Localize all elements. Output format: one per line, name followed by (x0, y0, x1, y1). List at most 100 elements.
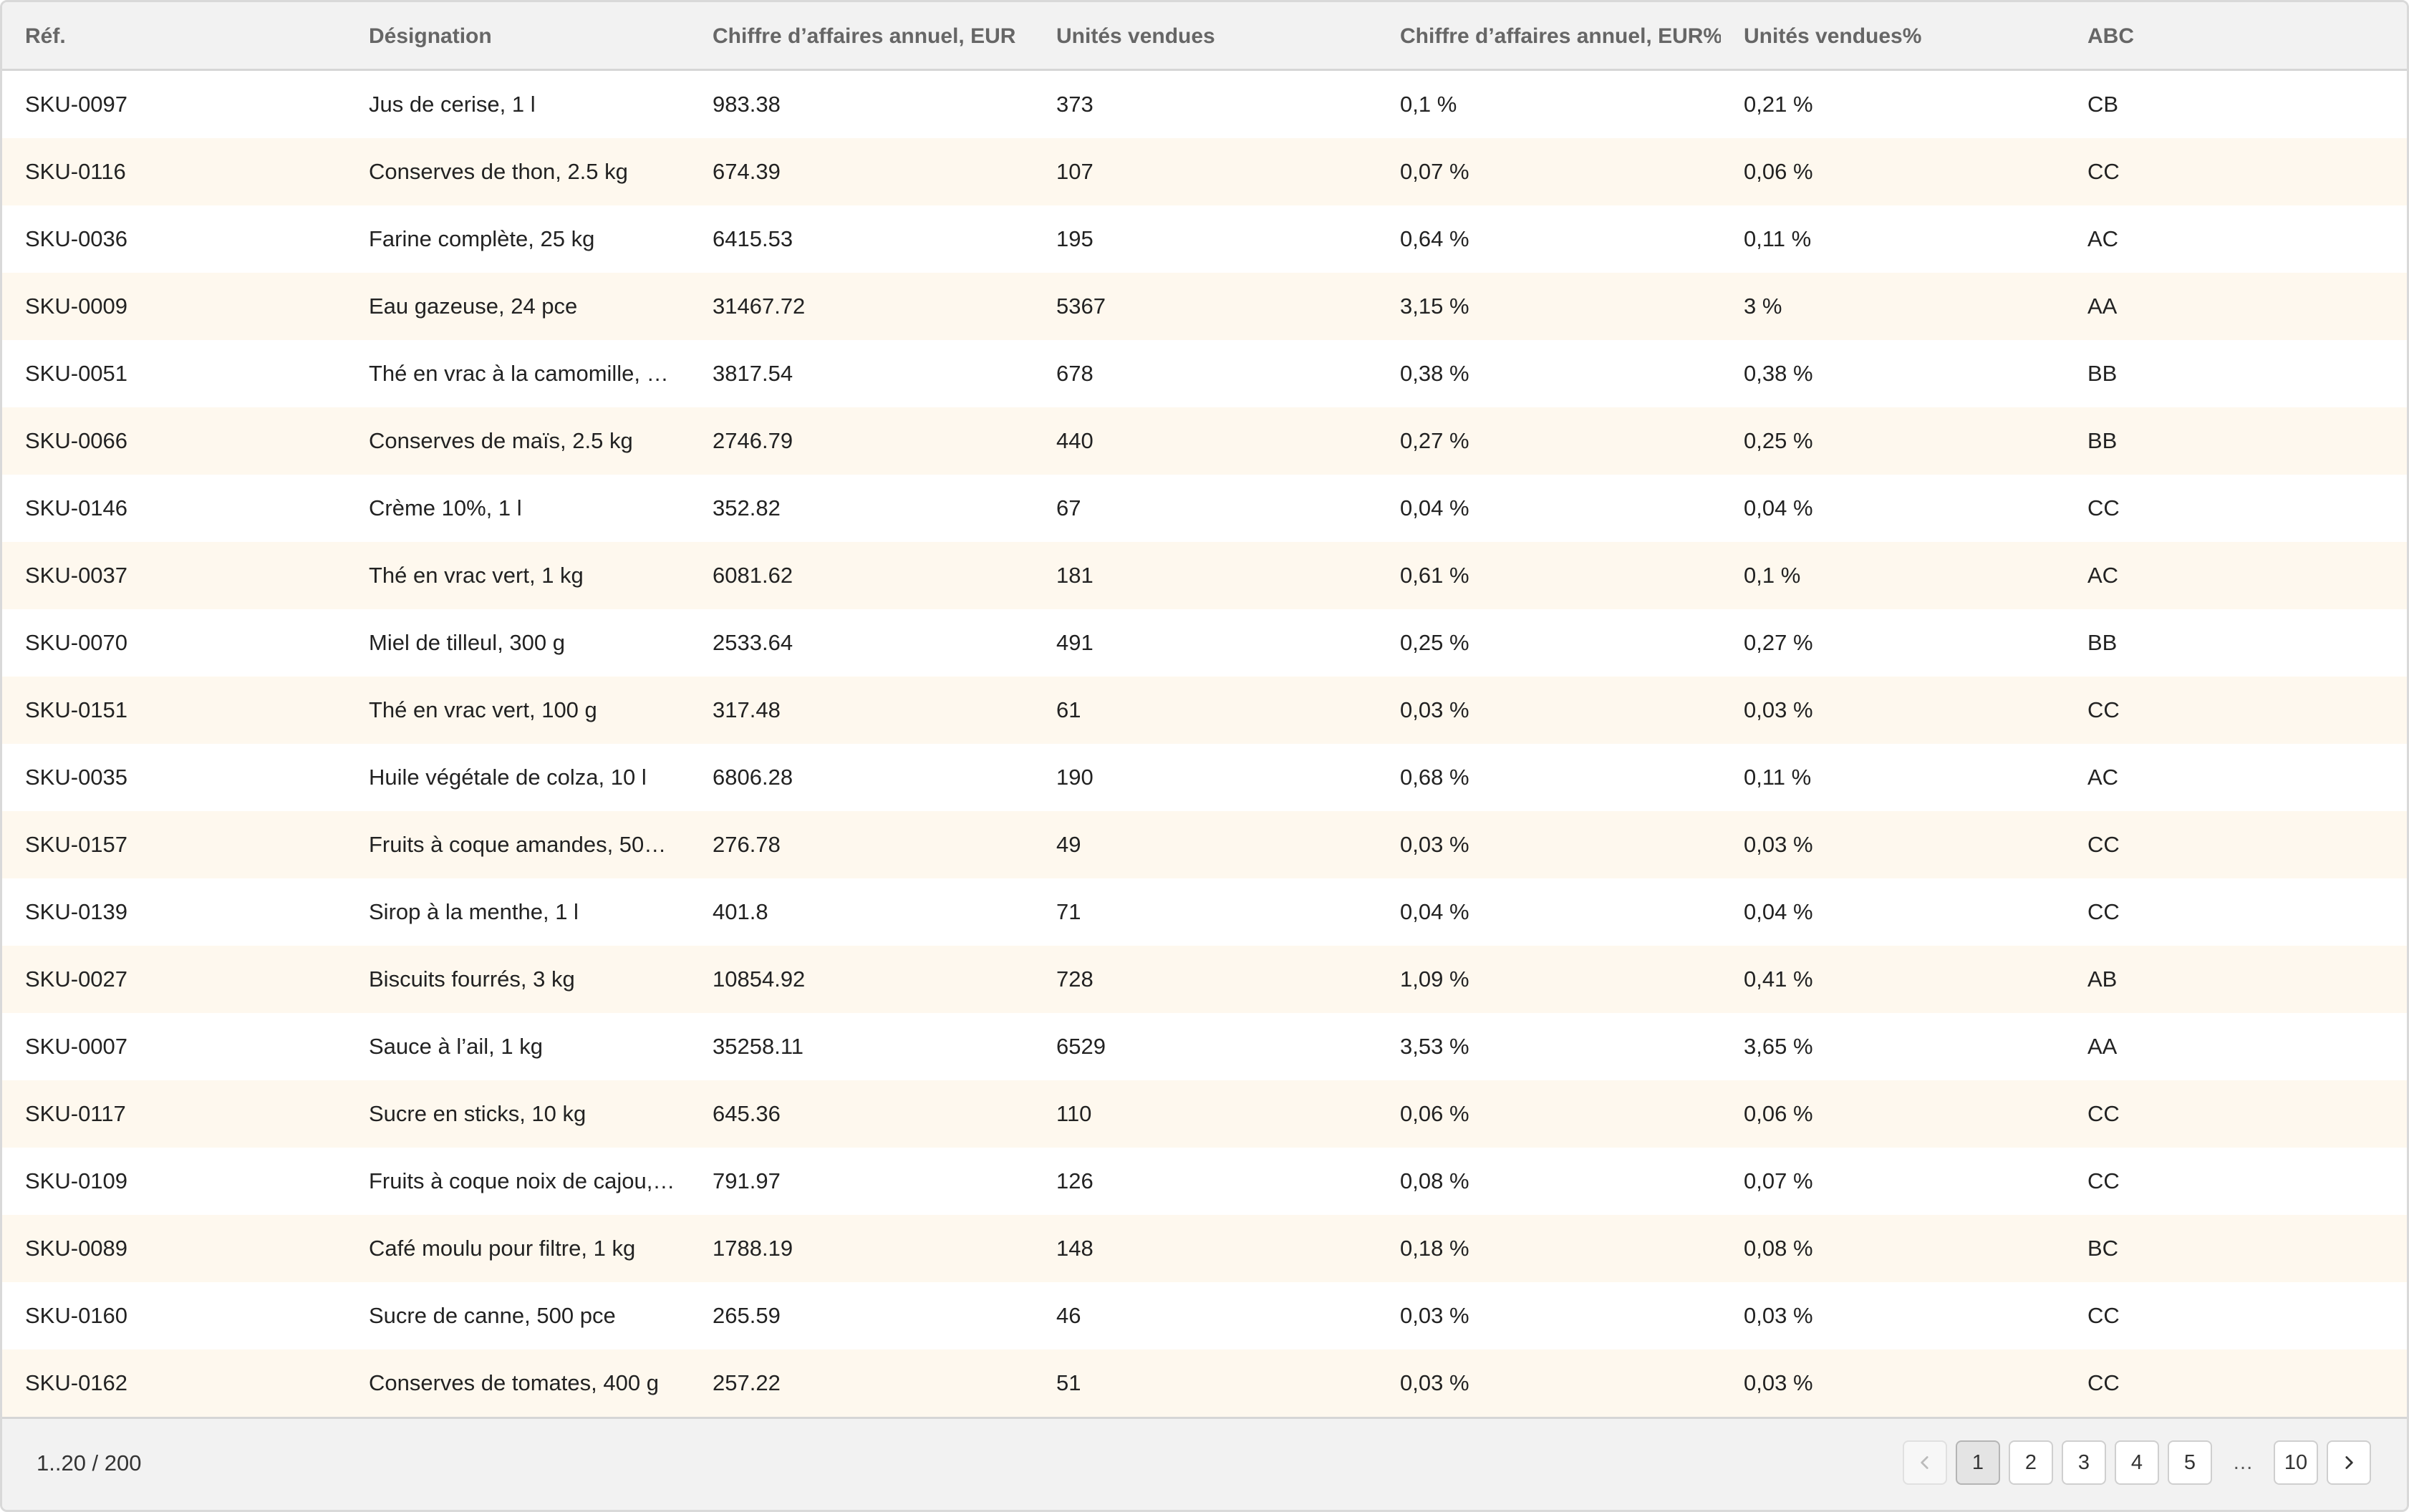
cell-abc: CC (2087, 697, 2120, 722)
table-row[interactable]: SKU-0035 Huile végétale de colza, 10 l 680… (2, 744, 2407, 811)
cell-ref: SKU-0097 (25, 92, 128, 117)
previous-page-button[interactable] (1903, 1440, 1947, 1485)
page-button-2[interactable]: 2 (2009, 1440, 2053, 1485)
page-button-4[interactable]: 4 (2115, 1440, 2159, 1485)
table-row[interactable]: SKU-0009 Eau gazeuse, 24 pce 31467.72 5367 3… (2, 273, 2407, 340)
cell-revenue-percent: 0,27 % (1400, 428, 1469, 453)
cell-designation: Sucre de canne, 500 pce (369, 1303, 616, 1328)
column-header-revenue-percent[interactable]: Chiffre d’affaires annuel, EUR% (1400, 24, 1721, 48)
cell-annual-revenue: 3817.54 (713, 361, 793, 386)
table-row[interactable]: SKU-0089 Café moulu pour filtre, 1 kg 1788… (2, 1215, 2407, 1282)
cell-revenue-percent: 0,03 % (1400, 1370, 1469, 1395)
column-header-units-sold[interactable]: Unités vendues (1056, 24, 1215, 48)
page-button-10[interactable]: 10 (2274, 1440, 2318, 1485)
cell-annual-revenue: 674.39 (713, 159, 781, 184)
cell-units-percent: 3 % (1744, 294, 1782, 319)
cell-designation: Conserves de maïs, 2.5 kg (369, 428, 633, 453)
table-row[interactable]: SKU-0162 Conserves de tomates, 400 g 257.2… (2, 1349, 2407, 1417)
cell-units-percent: 0,03 % (1744, 1303, 1813, 1328)
cell-designation: Eau gazeuse, 24 pce (369, 294, 578, 319)
cell-ref: SKU-0117 (25, 1101, 126, 1126)
cell-units-sold: 110 (1056, 1101, 1092, 1126)
table-row[interactable]: SKU-0070 Miel de tilleul, 300 g 2533.64 491… (2, 609, 2407, 677)
column-header-units-percent[interactable]: Unités vendues% (1744, 24, 1922, 48)
cell-revenue-percent: 0,03 % (1400, 697, 1469, 722)
cell-ref: SKU-0160 (25, 1303, 128, 1328)
table-row[interactable]: SKU-0160 Sucre de canne, 500 pce 265.59 46 0… (2, 1282, 2407, 1349)
cell-designation: Fruits à coque noix de cajou,… (369, 1168, 675, 1193)
cell-revenue-percent: 0,1 % (1400, 92, 1457, 117)
cell-units-percent: 0,06 % (1744, 1101, 1813, 1126)
page-button-3[interactable]: 3 (2062, 1440, 2106, 1485)
cell-annual-revenue: 31467.72 (713, 294, 806, 319)
cell-units-sold: 190 (1056, 765, 1094, 790)
cell-units-sold: 126 (1056, 1168, 1094, 1193)
cell-abc: CC (2087, 159, 2120, 184)
table-row[interactable]: SKU-0157 Fruits à coque amandes, 50… 276.7… (2, 811, 2407, 878)
pagination-range: 1..20 / 200 (37, 1450, 142, 1475)
cell-annual-revenue: 2746.79 (713, 428, 793, 453)
next-page-button[interactable] (2327, 1440, 2371, 1485)
table-row[interactable]: SKU-0007 Sauce à l’ail, 1 kg 35258.11 6529 3… (2, 1013, 2407, 1080)
cell-ref: SKU-0162 (25, 1370, 128, 1395)
cell-ref: SKU-0139 (25, 899, 128, 924)
cell-units-sold: 440 (1056, 428, 1094, 453)
cell-designation: Sauce à l’ail, 1 kg (369, 1034, 543, 1059)
cell-ref: SKU-0051 (25, 361, 128, 386)
cell-designation: Crème 10%, 1 l (369, 495, 522, 520)
table-row[interactable]: SKU-0066 Conserves de maïs, 2.5 kg 2746.79… (2, 407, 2407, 475)
cell-abc: CC (2087, 1168, 2120, 1193)
cell-units-percent: 3,65 % (1744, 1034, 1813, 1059)
cell-units-sold: 5367 (1056, 294, 1106, 319)
table-row[interactable]: SKU-0151 Thé en vrac vert, 100 g 317.48 61 0… (2, 677, 2407, 744)
cell-abc: CC (2087, 1101, 2120, 1126)
cell-annual-revenue: 1788.19 (713, 1236, 793, 1261)
column-header-designation[interactable]: Désignation (369, 24, 492, 48)
cell-annual-revenue: 352.82 (713, 495, 781, 520)
cell-units-percent: 0,27 % (1744, 630, 1813, 655)
table-row[interactable]: SKU-0037 Thé en vrac vert, 1 kg 6081.62 181… (2, 542, 2407, 609)
cell-abc: AA (2087, 294, 2118, 319)
cell-designation: Fruits à coque amandes, 50… (369, 832, 667, 857)
table-row[interactable]: SKU-0097 Jus de cerise, 1 l 983.38 373 0,1 %… (2, 71, 2407, 138)
cell-designation: Huile végétale de colza, 10 l (369, 765, 647, 790)
cell-annual-revenue: 6415.53 (713, 226, 793, 251)
table-row[interactable]: SKU-0139 Sirop à la menthe, 1 l 401.8 71 0,0… (2, 878, 2407, 946)
column-header-ref[interactable]: Réf. (25, 24, 66, 48)
chevron-left-icon (1921, 1456, 1928, 1469)
column-header-annual-revenue[interactable]: Chiffre d’affaires annuel, EUR (713, 24, 1016, 48)
table-row[interactable]: SKU-0109 Fruits à coque noix de cajou,… 79… (2, 1148, 2407, 1215)
cell-designation: Jus de cerise, 1 l (369, 92, 536, 117)
cell-units-sold: 491 (1056, 630, 1094, 655)
table-row[interactable]: SKU-0116 Conserves de thon, 2.5 kg 674.39 1… (2, 138, 2407, 205)
cell-designation: Biscuits fourrés, 3 kg (369, 966, 575, 992)
cell-annual-revenue: 6081.62 (713, 563, 793, 588)
cell-ref: SKU-0089 (25, 1236, 128, 1261)
cell-units-percent: 0,06 % (1744, 159, 1813, 184)
cell-abc: BB (2087, 428, 2118, 453)
cell-revenue-percent: 0,38 % (1400, 361, 1469, 386)
table-row[interactable]: SKU-0051 Thé en vrac à la camomille, … 381… (2, 340, 2407, 407)
cell-revenue-percent: 0,64 % (1400, 226, 1469, 251)
cell-units-sold: 148 (1056, 1236, 1094, 1261)
cell-revenue-percent: 0,03 % (1400, 1303, 1469, 1328)
cell-units-sold: 51 (1056, 1370, 1081, 1395)
page-button-1[interactable]: 1 (1956, 1440, 2000, 1485)
cell-units-sold: 61 (1056, 697, 1081, 722)
cell-abc: AA (2087, 1034, 2118, 1059)
column-header-abc[interactable]: ABC (2087, 24, 2134, 48)
cell-designation: Miel de tilleul, 300 g (369, 630, 565, 655)
cell-ref: SKU-0007 (25, 1034, 128, 1059)
table-body: SKU-0097 Jus de cerise, 1 l 983.38 373 0,1 %… (2, 71, 2407, 1417)
cell-annual-revenue: 10854.92 (713, 966, 806, 992)
table-row[interactable]: SKU-0036 Farine complète, 25 kg 6415.53 195… (2, 205, 2407, 273)
table-row[interactable]: SKU-0146 Crème 10%, 1 l 352.82 67 0,04 % 0,04… (2, 475, 2407, 542)
table-row[interactable]: SKU-0027 Biscuits fourrés, 3 kg 10854.92 72… (2, 946, 2407, 1013)
table-row[interactable]: SKU-0117 Sucre en sticks, 10 kg 645.36 110 0… (2, 1080, 2407, 1148)
page-button-5[interactable]: 5 (2168, 1440, 2212, 1485)
table-footer: 1..20 / 200 1 2 3 4 5 … 10 (2, 1417, 2407, 1510)
cell-ref: SKU-0146 (25, 495, 128, 520)
cell-units-sold: 49 (1056, 832, 1081, 857)
cell-abc: CB (2087, 92, 2119, 117)
cell-revenue-percent: 1,09 % (1400, 966, 1469, 992)
